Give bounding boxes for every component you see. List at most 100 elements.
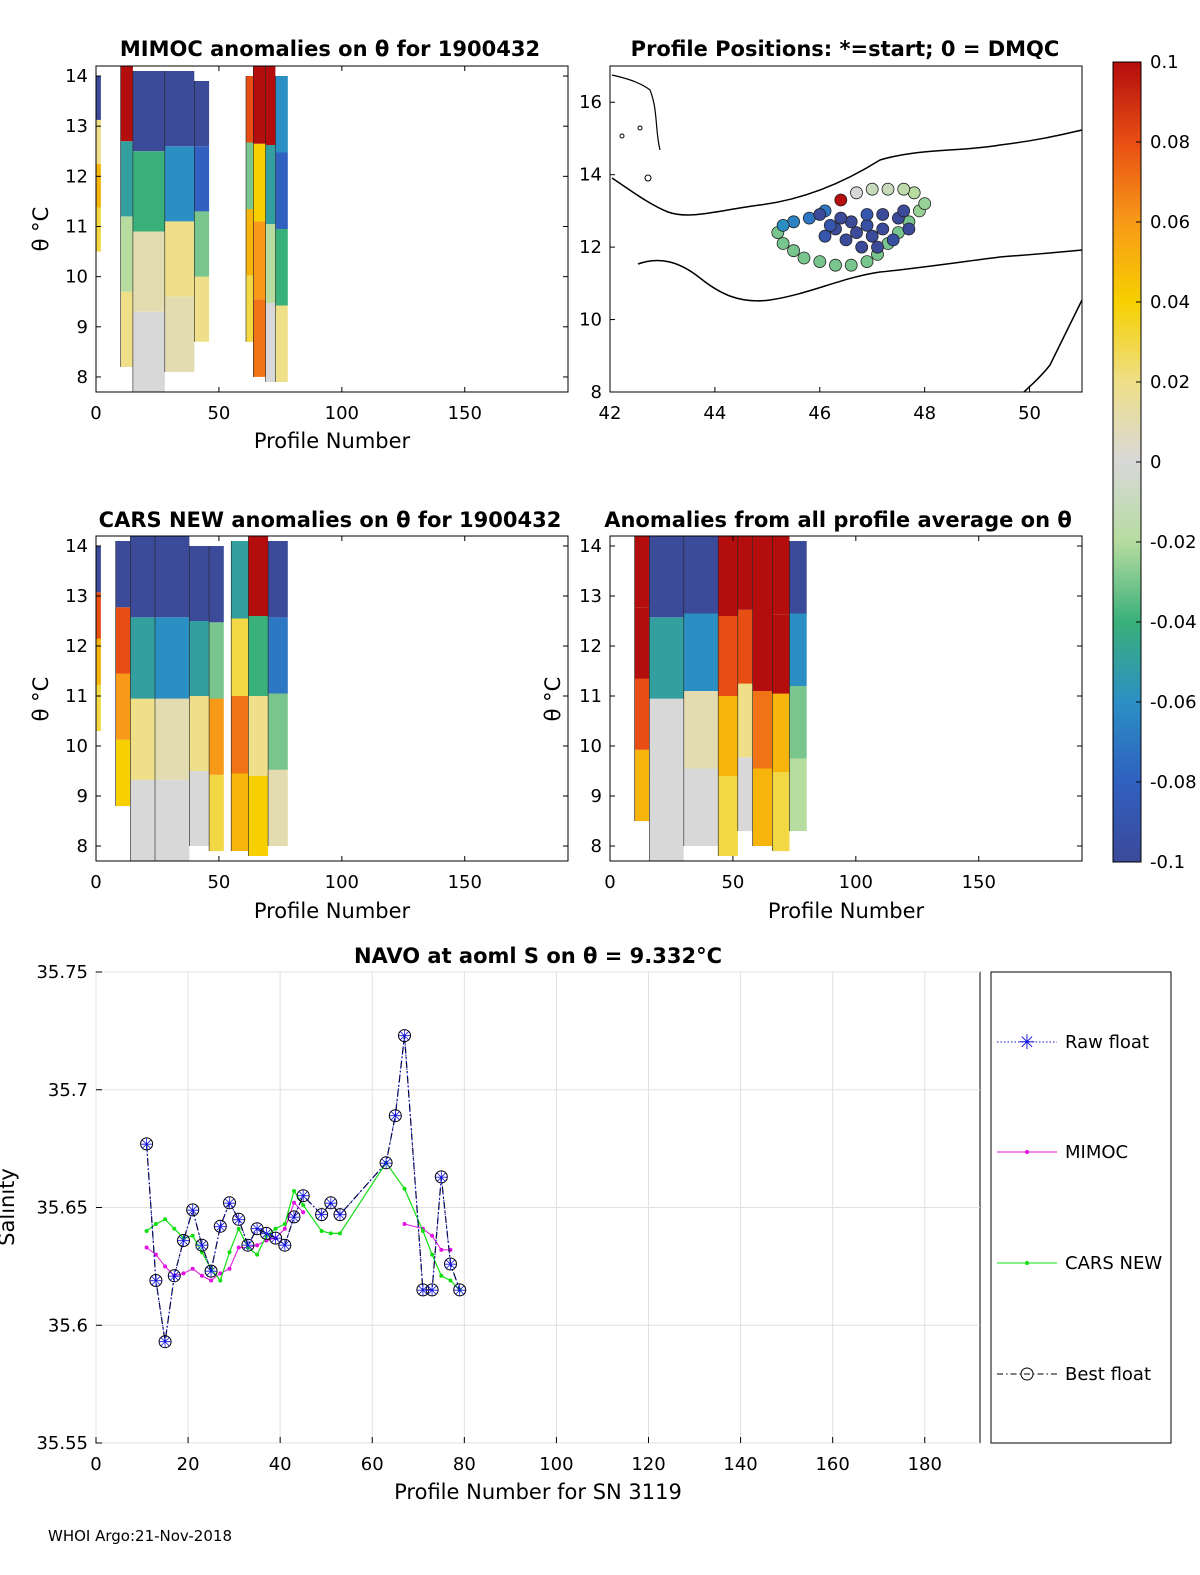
coastline bbox=[611, 74, 1083, 393]
raw-float-point: ✳ bbox=[324, 1194, 337, 1213]
cars-point bbox=[264, 1233, 269, 1238]
y-tick-label: 12 bbox=[65, 166, 88, 187]
start-marker: ✳ bbox=[800, 233, 818, 258]
mimoc-point bbox=[153, 1252, 158, 1257]
colorbar-tick-label: -0.1 bbox=[1150, 852, 1185, 873]
x-tick-label: 0 bbox=[604, 872, 615, 893]
best-float-point bbox=[416, 1283, 430, 1297]
best-float-point bbox=[213, 1219, 227, 1233]
raw-float-marker-icon: ✳ bbox=[1019, 1030, 1036, 1054]
cars-point bbox=[273, 1226, 278, 1231]
colorbar-tick-label: 0 bbox=[1150, 452, 1161, 473]
heatmap-cell bbox=[752, 691, 773, 769]
y-tick-label: 14 bbox=[579, 536, 602, 557]
heatmap-cell bbox=[752, 768, 773, 846]
heatmap-cell bbox=[194, 276, 210, 342]
mimoc-point bbox=[209, 1278, 214, 1283]
heatmap-cell bbox=[155, 698, 190, 780]
profile-position-point bbox=[829, 258, 842, 272]
x-tick-label: 150 bbox=[448, 872, 482, 893]
cars-point bbox=[292, 1189, 296, 1193]
raw-float-point: ✳ bbox=[315, 1206, 328, 1225]
x-tick-label: 150 bbox=[962, 872, 996, 893]
heatmap-cell bbox=[649, 536, 684, 618]
mimoc-x-ticks: 0 50 100 150 bbox=[90, 66, 482, 424]
heatmap-cell bbox=[253, 66, 266, 144]
raw-float-point: ✳ bbox=[416, 1281, 429, 1300]
heatmap-cell bbox=[96, 207, 101, 252]
heatmap-cell bbox=[155, 779, 190, 862]
heatmap-cell bbox=[718, 616, 738, 696]
y-tick-label: 35.75 bbox=[36, 962, 88, 983]
heatmap-cell bbox=[683, 536, 719, 614]
heatmap-cell bbox=[189, 546, 210, 621]
cars-x-label: Profile Number bbox=[254, 899, 411, 923]
heatmap-cell bbox=[253, 299, 266, 377]
mimoc-point bbox=[181, 1271, 186, 1276]
salinity-x-ticks: 0 20 40 60 80 100 120 140 160 180 bbox=[90, 1437, 942, 1475]
heatmap-cell bbox=[248, 536, 269, 616]
heatmap-cell bbox=[209, 698, 224, 775]
heatmap-cell bbox=[96, 592, 101, 639]
legend-box bbox=[990, 971, 1172, 1444]
salinity-grid bbox=[95, 971, 980, 1444]
cars-point bbox=[153, 1222, 158, 1226]
heatmap-cell bbox=[789, 758, 807, 831]
profile-position-point bbox=[881, 182, 895, 196]
heatmap-cell bbox=[718, 776, 738, 856]
heatmap-cell bbox=[115, 607, 131, 674]
average-y-ticks: 14 13 12 11 10 9 8 bbox=[579, 536, 1082, 857]
legend-raw-label: Raw float bbox=[1065, 1032, 1149, 1053]
heatmap-cell bbox=[268, 769, 288, 847]
heatmap-cell bbox=[115, 739, 131, 807]
x-tick-label: 140 bbox=[723, 1454, 757, 1475]
heatmap-cell bbox=[248, 616, 269, 696]
cars-point bbox=[144, 1229, 149, 1233]
cars-point bbox=[430, 1252, 435, 1257]
y-tick-label: 8 bbox=[591, 836, 602, 857]
x-tick-label: 46 bbox=[808, 403, 831, 424]
profile-position-point bbox=[776, 218, 790, 232]
heatmap-cell bbox=[115, 673, 131, 740]
heatmap-cell bbox=[96, 546, 101, 593]
heatmap-cell bbox=[253, 143, 266, 222]
best-float-point bbox=[379, 1156, 393, 1170]
heatmap-cell bbox=[248, 776, 269, 856]
heatmap-cell bbox=[209, 622, 224, 699]
y-tick-label: 35.55 bbox=[36, 1433, 88, 1454]
heatmap-cell bbox=[231, 696, 249, 774]
raw-float-point: ✳ bbox=[214, 1217, 227, 1236]
best-float-point bbox=[453, 1283, 467, 1297]
heatmap-cell bbox=[189, 621, 210, 696]
heatmap-cell bbox=[130, 779, 155, 862]
y-tick-label: 13 bbox=[65, 586, 88, 607]
heatmap-cell bbox=[265, 303, 276, 382]
cars-point bbox=[319, 1229, 324, 1233]
best-float-point bbox=[388, 1109, 402, 1123]
cars-y-label: θ °C bbox=[29, 677, 53, 722]
heatmap-cell bbox=[752, 536, 773, 614]
cars-point bbox=[245, 1245, 250, 1250]
raw-float-point: ✳ bbox=[444, 1255, 457, 1274]
cars-point bbox=[227, 1250, 232, 1255]
heatmap-cell bbox=[275, 76, 288, 153]
heatmap-cell bbox=[789, 541, 807, 614]
y-tick-label: 14 bbox=[579, 165, 602, 186]
heatmap-cell bbox=[115, 541, 131, 608]
cars-marker-icon bbox=[1025, 1261, 1029, 1265]
raw-float-point: ✳ bbox=[232, 1210, 245, 1229]
average-x-label: Profile Number bbox=[768, 899, 925, 923]
cars-point bbox=[236, 1226, 241, 1231]
heatmap-cell bbox=[737, 757, 753, 832]
profile-position-point bbox=[897, 204, 911, 218]
raw-float-series-line bbox=[146, 1035, 461, 1342]
colorbar-tick-label: -0.04 bbox=[1150, 612, 1197, 633]
best-float-point bbox=[434, 1170, 448, 1184]
heatmap-cell bbox=[275, 229, 288, 306]
x-tick-label: 60 bbox=[361, 1454, 384, 1475]
mimoc-point bbox=[255, 1243, 260, 1248]
profile-position-point bbox=[902, 222, 916, 236]
profile-position-point bbox=[850, 226, 863, 240]
x-tick-label: 150 bbox=[448, 403, 482, 424]
